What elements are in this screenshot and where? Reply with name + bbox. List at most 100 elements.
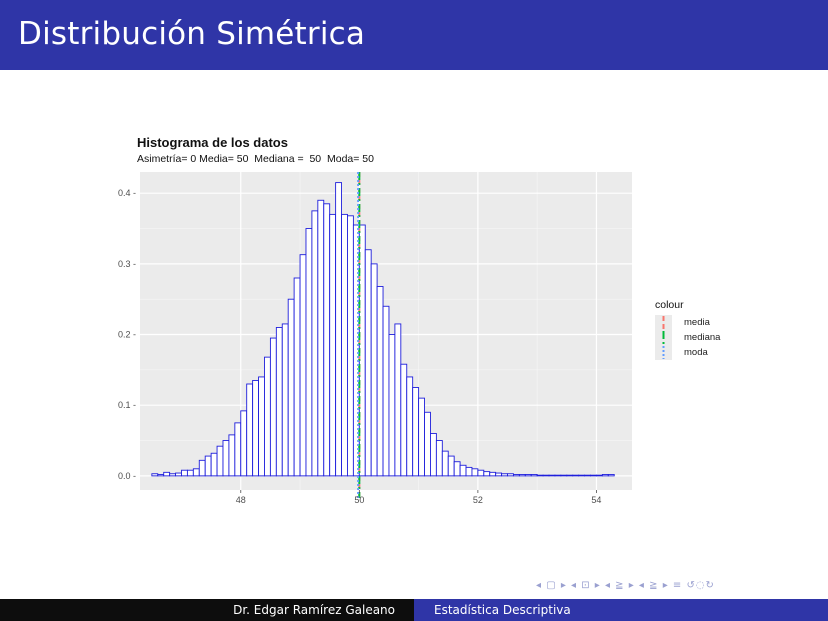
histogram-bar (518, 474, 526, 477)
histogram-bar (382, 305, 390, 477)
y-tick-label: 0.4 - (118, 188, 136, 198)
histogram-bar (323, 203, 331, 477)
histogram-bar (186, 469, 194, 477)
histogram-bar (584, 474, 591, 477)
histogram-bar (222, 440, 230, 477)
histogram-bar (335, 182, 342, 477)
legend-label-mediana: mediana (684, 332, 721, 343)
histogram-bar (471, 468, 479, 477)
histogram-bar (572, 474, 580, 477)
histogram-bar (234, 422, 242, 477)
histogram-bar (246, 383, 254, 477)
x-tick-label: 54 (591, 495, 601, 505)
x-tick-label: 48 (236, 495, 246, 505)
histogram-bar (465, 466, 473, 477)
axes: 0.0 - 0.1 - 0.2 - 0.3 - 0.4 - 48 50 52 54 (118, 188, 601, 505)
histogram-bar (512, 474, 520, 477)
histogram-bar (400, 363, 408, 477)
histogram-bar (341, 213, 348, 477)
histogram-bar (459, 464, 467, 477)
histogram-bar (157, 474, 165, 477)
footer-author: Dr. Edgar Ramírez Galeano (0, 599, 414, 621)
histogram-bar (501, 473, 508, 477)
histogram-bar (489, 471, 497, 477)
legend-label-media: media (684, 317, 711, 328)
histogram-bar (412, 387, 420, 477)
histogram-bar (435, 440, 443, 477)
histogram-bar (530, 474, 538, 477)
histogram-bar (388, 334, 396, 477)
histogram-bar (311, 210, 319, 477)
legend-title: colour (655, 299, 684, 311)
histogram-bar (554, 474, 562, 477)
histogram-bar (394, 323, 402, 477)
histogram-bar (441, 450, 449, 477)
histogram-bar (364, 249, 372, 477)
histogram-bar (477, 469, 485, 477)
histogram-bar (560, 474, 568, 477)
histogram-bar (258, 376, 265, 477)
beamer-navigation[interactable]: ◂ ▢ ▸ ◂ ⊡ ▸ ◂ ≧ ▸ ◂ ≧ ▸ ≡ ↺◌↻ (536, 580, 715, 591)
histogram-bar (192, 468, 200, 477)
histogram-bar (228, 434, 236, 477)
histogram-bar (210, 452, 218, 477)
histogram-bar (590, 474, 597, 477)
histogram-bar (595, 474, 603, 477)
histogram-bar (507, 473, 514, 477)
y-tick-label: 0.1 - (118, 400, 136, 410)
histogram-bar (163, 471, 171, 477)
y-tick-label: 0.2 - (118, 330, 136, 340)
histogram-bar (447, 455, 455, 477)
histogram-bar (376, 286, 384, 477)
x-tick-label: 50 (354, 495, 364, 505)
histogram-bar (566, 474, 574, 477)
histogram-bar (275, 327, 283, 477)
histogram-bar (181, 469, 188, 477)
histogram-bars (151, 182, 615, 477)
histogram-bar (287, 298, 295, 477)
histogram-bar (524, 474, 532, 477)
slide-title-bar: Distribución Simétrica (0, 0, 828, 70)
histogram-bar (347, 215, 354, 477)
legend-label-moda: moda (684, 347, 708, 358)
histogram-bar (252, 380, 260, 477)
histogram-bar (169, 473, 177, 477)
chart-title: Histograma de los datos (137, 135, 288, 150)
footer: Dr. Edgar Ramírez Galeano Estadística De… (0, 599, 828, 621)
legend-key-bg (655, 345, 672, 360)
histogram-bar (317, 199, 325, 477)
footer-course: Estadística Descriptiva (414, 599, 828, 621)
y-tick-label: 0.3 - (118, 259, 136, 269)
histogram-bar (542, 474, 550, 477)
legend-key-bg (655, 315, 672, 330)
histogram-bar (536, 474, 544, 477)
histogram-bar (305, 228, 313, 477)
histogram-bar (151, 473, 159, 477)
histogram-bar (406, 376, 414, 477)
y-tick-label: 0.0 - (118, 471, 136, 481)
x-tick-label: 52 (473, 495, 483, 505)
histogram-bar (430, 433, 437, 477)
histogram-bar (483, 471, 491, 477)
histogram-bar (601, 474, 609, 477)
reference-lines (357, 172, 361, 498)
histogram-bar (329, 213, 337, 477)
histogram-bar (204, 455, 212, 477)
histogram-bar (264, 356, 271, 477)
histogram-bar (269, 337, 277, 477)
histogram-bar (495, 472, 503, 477)
slide-title: Distribución Simétrica (18, 16, 366, 52)
histogram-bar (370, 263, 378, 477)
histogram-bar (293, 277, 301, 477)
histogram-bar (281, 323, 289, 477)
histogram-bar (175, 472, 182, 477)
histogram-bar (424, 411, 431, 477)
histogram-bar (607, 474, 615, 477)
chart-subtitle: Asimetría= 0 Media= 50 Mediana = 50 Moda… (137, 153, 374, 165)
histogram-bar (299, 254, 307, 477)
histogram-bar (453, 461, 461, 477)
histogram-bar (240, 410, 248, 477)
histogram-bar (418, 397, 425, 477)
histogram-bar (548, 474, 556, 477)
